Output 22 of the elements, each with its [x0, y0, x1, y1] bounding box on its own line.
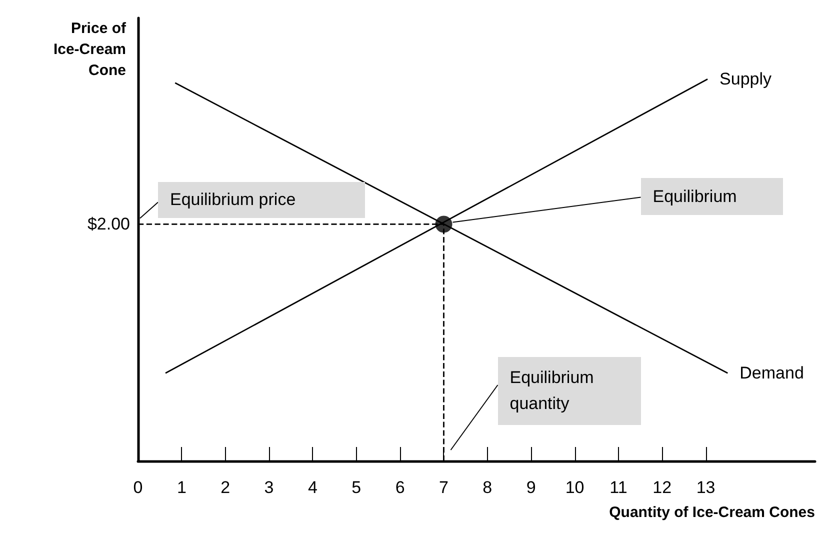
series-label: Supply: [720, 70, 772, 89]
y-axis-title: Price of Ice-Cream Cone: [53, 20, 127, 79]
x-tick-label: 10: [565, 478, 584, 497]
x-tick-label: 6: [395, 478, 405, 497]
x-tick-label: 2: [220, 478, 230, 497]
callout-box: Equilibrium: [640, 178, 783, 216]
x-tick-label: 4: [308, 478, 318, 497]
x-tick-label: 12: [652, 478, 672, 497]
x-tick-label: 9: [526, 478, 536, 497]
series-label: Demand: [740, 364, 804, 383]
x-tick-label: 1: [176, 478, 186, 497]
x-tick-label: 5: [352, 478, 362, 497]
x-tick-label: 13: [696, 478, 716, 497]
text: $2.00: [87, 214, 130, 234]
x-tick-label: 8: [482, 478, 492, 497]
x-axis-title: Quantity of Ice-Cream Cones: [609, 504, 815, 521]
callout-box: Equilibrium price: [158, 182, 365, 218]
x-tick-label: 3: [264, 478, 274, 497]
x-tick-label: 0: [133, 478, 143, 497]
x-tick-label: 11: [610, 478, 628, 497]
callout-box: Equilibrium quantity: [498, 357, 641, 425]
x-tick-label: 7: [439, 478, 448, 497]
